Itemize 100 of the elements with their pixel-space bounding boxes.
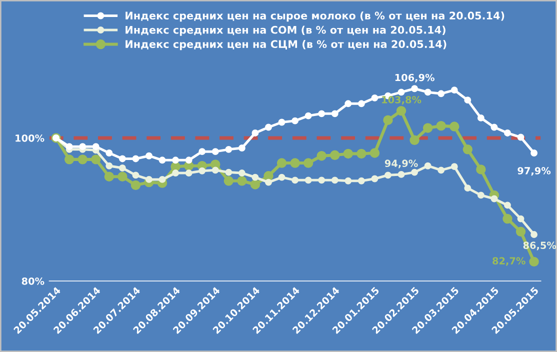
point xyxy=(225,168,232,176)
point xyxy=(198,167,206,174)
point xyxy=(411,85,418,92)
point xyxy=(331,110,338,118)
point xyxy=(318,176,326,184)
point xyxy=(462,144,473,154)
point xyxy=(118,164,126,172)
point xyxy=(438,166,445,174)
point xyxy=(517,134,524,141)
point xyxy=(78,154,88,164)
point xyxy=(250,180,260,190)
point xyxy=(172,156,180,164)
point xyxy=(410,135,420,145)
point xyxy=(343,148,354,159)
point xyxy=(516,226,526,237)
point xyxy=(132,155,140,162)
point xyxy=(79,143,86,150)
point xyxy=(490,195,498,202)
point xyxy=(384,172,392,179)
point xyxy=(438,90,445,98)
point xyxy=(303,158,314,168)
point xyxy=(502,214,512,224)
point xyxy=(265,124,272,131)
legend-label: Индекс средних цен на СОМ (в % от цен на 20.05.14) xyxy=(126,26,446,36)
point xyxy=(238,170,246,176)
data-label: 94,9% xyxy=(384,160,418,168)
y-tick-label: 80% xyxy=(22,277,44,285)
point xyxy=(530,150,538,156)
data-label: 103,8% xyxy=(382,96,422,105)
point xyxy=(290,158,300,168)
point xyxy=(146,152,152,160)
point xyxy=(132,172,140,179)
point xyxy=(504,202,511,209)
point xyxy=(450,86,458,94)
point xyxy=(104,172,114,182)
legend-label: Индекс средних цен на СЦМ (в % от цен на 20.05.14) xyxy=(126,40,446,50)
point xyxy=(158,156,166,164)
point xyxy=(118,155,126,162)
point xyxy=(529,256,539,267)
point xyxy=(396,106,406,116)
point xyxy=(398,170,405,178)
point xyxy=(118,172,128,182)
y-tick-label: 100% xyxy=(16,134,44,142)
point xyxy=(64,154,74,164)
point xyxy=(278,118,286,126)
point xyxy=(304,176,312,184)
point xyxy=(237,176,247,186)
point xyxy=(477,114,484,122)
point xyxy=(424,162,432,170)
point xyxy=(331,176,338,184)
point xyxy=(358,100,365,108)
point xyxy=(330,150,340,160)
point xyxy=(91,154,101,164)
point xyxy=(358,177,365,184)
point xyxy=(106,162,113,170)
point xyxy=(224,176,234,186)
point xyxy=(517,215,524,222)
point xyxy=(198,148,206,156)
point xyxy=(476,164,486,174)
point xyxy=(172,170,180,176)
point xyxy=(185,156,192,164)
point xyxy=(252,130,259,136)
point xyxy=(146,176,152,183)
point xyxy=(130,180,141,190)
point xyxy=(424,88,432,96)
point xyxy=(464,96,472,104)
point xyxy=(504,130,511,136)
point xyxy=(225,146,232,153)
point xyxy=(422,123,433,133)
point xyxy=(450,122,460,132)
legend-label: Индекс средних цен на сырое молоко (в % от цен на 20.05.14) xyxy=(126,12,504,22)
point xyxy=(370,148,380,158)
point xyxy=(371,175,378,182)
point xyxy=(464,184,472,192)
data-label: 82,7% xyxy=(492,257,526,266)
point xyxy=(264,171,274,181)
point xyxy=(316,150,326,161)
point xyxy=(265,178,272,186)
point xyxy=(106,150,113,156)
point xyxy=(477,192,484,199)
point xyxy=(238,144,246,152)
point xyxy=(278,174,286,181)
data-label: 106,9% xyxy=(395,74,434,82)
point xyxy=(212,148,219,156)
point xyxy=(411,168,418,176)
point xyxy=(66,143,73,150)
point xyxy=(252,174,259,181)
point xyxy=(344,177,352,184)
point xyxy=(92,143,100,150)
point xyxy=(276,158,287,168)
point xyxy=(292,117,299,124)
point xyxy=(450,163,458,170)
point xyxy=(356,148,366,159)
point xyxy=(490,124,498,131)
point xyxy=(436,120,446,131)
point xyxy=(371,94,378,102)
point xyxy=(530,231,538,238)
point xyxy=(383,115,393,125)
point xyxy=(292,176,299,184)
point xyxy=(185,170,192,176)
